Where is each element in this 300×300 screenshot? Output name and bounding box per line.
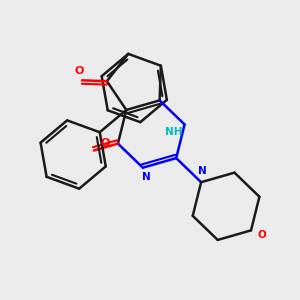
Text: NH: NH: [165, 127, 182, 137]
Text: O: O: [258, 230, 266, 240]
Text: O: O: [74, 66, 84, 76]
Text: O: O: [100, 138, 110, 148]
Text: N: N: [198, 166, 207, 176]
Text: N: N: [142, 172, 151, 182]
